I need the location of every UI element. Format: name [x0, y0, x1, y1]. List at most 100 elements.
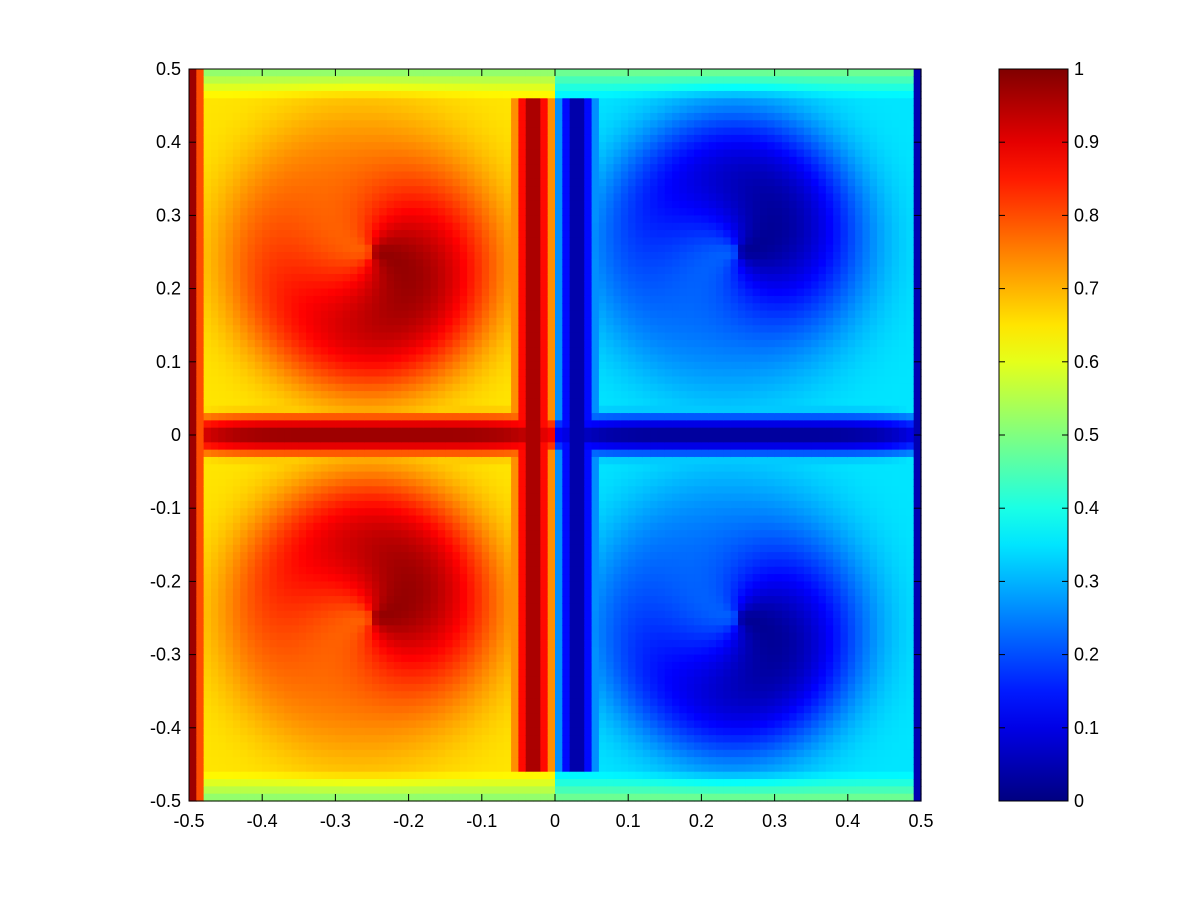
heatmap-cell: [372, 639, 380, 648]
heatmap-cell: [445, 764, 454, 773]
heatmap-cell: [467, 405, 476, 414]
heatmap-cell: [503, 244, 512, 253]
heatmap-cell: [452, 471, 461, 480]
heatmap-cell: [298, 456, 307, 465]
heatmap-cell: [328, 361, 336, 370]
heatmap-cell: [445, 552, 454, 561]
heatmap-cell: [218, 369, 227, 378]
heatmap-cell: [225, 456, 234, 465]
heatmap-cell: [189, 537, 197, 546]
heatmap-cell: [481, 713, 490, 722]
heatmap-cell: [386, 295, 395, 304]
heatmap-cell: [247, 727, 256, 736]
heatmap-cell: [240, 661, 249, 670]
heatmap-cell: [313, 581, 322, 590]
heatmap-cell: [196, 530, 205, 539]
heatmap-cell: [452, 252, 461, 260]
heatmap-cell: [511, 566, 519, 575]
heatmap-cell: [328, 420, 336, 429]
heatmap-cell: [320, 354, 329, 363]
heatmap-cell: [452, 303, 461, 312]
heatmap-cell: [350, 676, 358, 685]
heatmap-cell: [232, 764, 241, 773]
heatmap-cell: [357, 200, 366, 209]
heatmap-cell: [445, 369, 454, 378]
heatmap-cell: [540, 398, 549, 407]
heatmap-cell: [247, 317, 256, 326]
heatmap-cell: [547, 222, 556, 231]
heatmap-cell: [328, 339, 336, 348]
heatmap-cell: [218, 171, 227, 180]
heatmap-cell: [313, 164, 322, 173]
heatmap-cell: [254, 237, 263, 246]
heatmap-cell: [357, 705, 366, 714]
heatmap-cell: [320, 779, 329, 787]
heatmap-cell: [210, 405, 219, 414]
heatmap-cell: [423, 691, 432, 700]
heatmap-cell: [306, 127, 315, 136]
heatmap-cell: [196, 757, 205, 765]
heatmap-cell: [320, 420, 329, 429]
heatmap-cell: [218, 317, 227, 326]
heatmap-cell: [408, 661, 417, 670]
heatmap-cell: [240, 508, 249, 517]
heatmap-cell: [342, 515, 351, 524]
heatmap-cell: [496, 478, 505, 487]
heatmap-cell: [540, 112, 549, 121]
heatmap-cell: [298, 618, 307, 626]
heatmap-cell: [430, 544, 439, 553]
heatmap-cell: [423, 105, 432, 114]
heatmap-cell: [467, 376, 476, 385]
heatmap-cell: [372, 222, 380, 231]
heatmap-cell: [218, 654, 227, 663]
heatmap-cell: [547, 332, 556, 341]
heatmap-cell: [430, 405, 439, 414]
heatmap-cell: [481, 757, 490, 765]
heatmap-cell: [218, 530, 227, 539]
heatmap-cell: [364, 295, 373, 304]
heatmap-cell: [357, 149, 366, 158]
heatmap-cell: [328, 317, 336, 326]
heatmap-cell: [459, 178, 468, 187]
heatmap-cell: [489, 676, 498, 685]
heatmap-cell: [547, 683, 556, 692]
heatmap-cell: [437, 749, 446, 758]
heatmap-cell: [503, 208, 512, 216]
heatmap-cell: [459, 581, 468, 590]
heatmap-cell: [357, 698, 366, 707]
heatmap-cell: [423, 537, 432, 546]
heatmap-cell: [357, 325, 366, 334]
heatmap-cell: [247, 215, 256, 224]
heatmap-cell: [467, 478, 476, 487]
heatmap-cell: [503, 522, 512, 531]
heatmap-cell: [540, 493, 549, 502]
heatmap-cell: [284, 186, 293, 195]
heatmap-cell: [284, 295, 293, 304]
heatmap-cell: [481, 332, 490, 341]
heatmap-cell: [379, 596, 388, 604]
heatmap-cell: [247, 83, 256, 92]
heatmap-cell: [291, 391, 300, 399]
heatmap-cell: [262, 683, 271, 692]
heatmap-cell: [489, 222, 498, 231]
heatmap-cell: [328, 252, 336, 260]
heatmap-cell: [481, 544, 490, 553]
heatmap-cell: [328, 325, 336, 334]
heatmap-cell: [379, 339, 388, 348]
heatmap-cell: [379, 134, 388, 143]
heatmap-cell: [298, 471, 307, 480]
heatmap-cell: [518, 500, 527, 509]
heatmap-cell: [437, 427, 446, 436]
heatmap-cell: [459, 683, 468, 692]
heatmap-cell: [423, 361, 432, 370]
heatmap-cell: [306, 559, 315, 568]
heatmap-cell: [525, 581, 534, 590]
heatmap-cell: [533, 493, 541, 502]
heatmap-cell: [284, 193, 293, 202]
heatmap-cell: [415, 266, 424, 275]
heatmap-cell: [481, 771, 490, 780]
heatmap-cell: [247, 398, 256, 407]
heatmap-cell: [547, 369, 556, 378]
heatmap-cell: [459, 486, 468, 495]
heatmap-cell: [540, 735, 549, 744]
